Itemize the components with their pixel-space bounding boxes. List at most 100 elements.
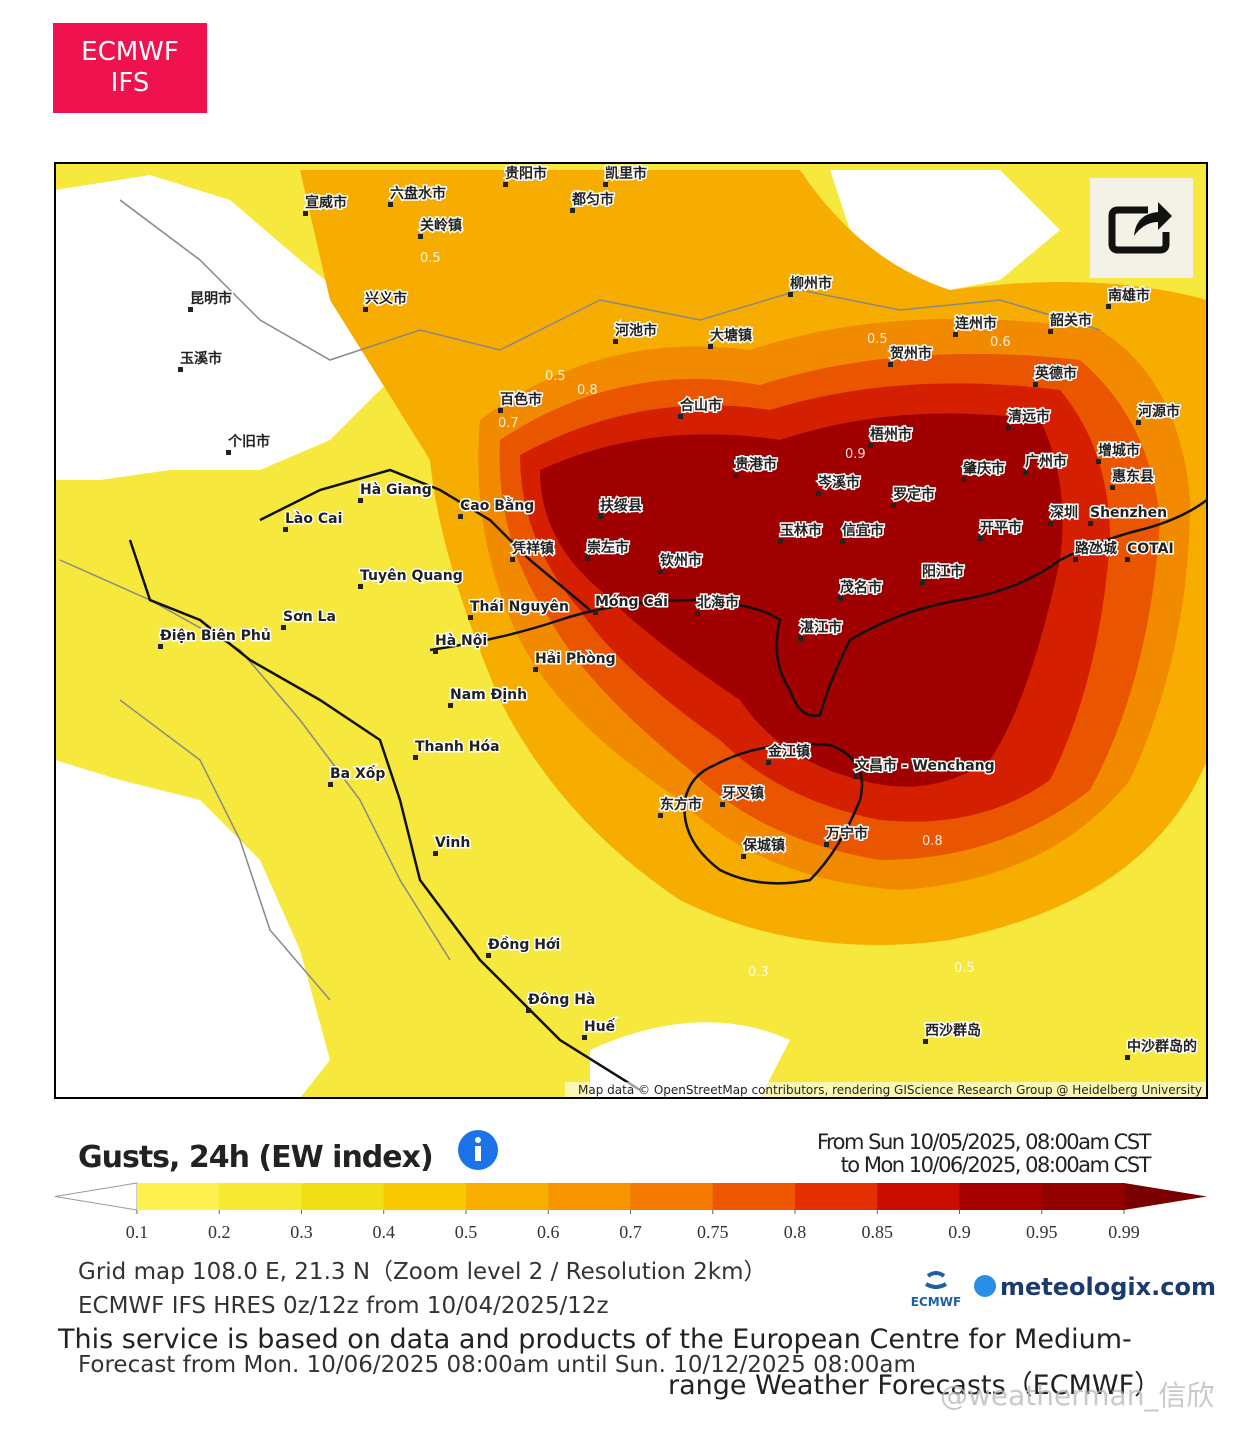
place-marker — [281, 625, 286, 630]
place-label: 昆明市 — [190, 290, 232, 307]
share-button[interactable] — [1090, 178, 1193, 278]
place-label: 百色市 — [500, 391, 542, 408]
colorbar-segment — [466, 1183, 549, 1210]
colorbar-tick-label: 0.75 — [697, 1222, 729, 1242]
info-icon-dot[interactable] — [475, 1137, 481, 1143]
place-marker — [824, 842, 829, 847]
colorbar-segment — [959, 1183, 1043, 1210]
place-label: Nam Định — [450, 687, 527, 703]
place-label: 岑溪市 — [818, 474, 860, 491]
share-button-bg[interactable] — [1090, 178, 1193, 278]
place-marker — [526, 1008, 531, 1013]
place-label: Hà Giang — [360, 482, 432, 498]
place-marker — [1110, 485, 1115, 490]
no-gust-area — [590, 1022, 790, 1098]
attribution-bg — [565, 1082, 1207, 1098]
place-marker — [433, 649, 438, 654]
place-marker — [468, 615, 473, 620]
info-button[interactable] — [458, 1130, 498, 1170]
place-label: 贺州市 — [889, 345, 932, 362]
place-marker — [658, 813, 663, 818]
place-label: 合山市 — [680, 397, 722, 414]
place-label: 宣威市 — [305, 194, 347, 211]
place-label: Điện Biên Phủ — [160, 628, 271, 644]
place-label: Tuyên Quang — [360, 568, 463, 584]
place-label: Đồng Hới — [488, 936, 560, 953]
place-marker — [283, 527, 288, 532]
place-marker — [788, 292, 793, 297]
place-marker — [798, 636, 803, 641]
place-label: 河池市 — [615, 322, 657, 339]
place-marker — [953, 332, 958, 337]
place-label: 广州市 — [1025, 453, 1067, 470]
place-label: Huế — [584, 1018, 616, 1035]
ecmwf-logo: ECMWF — [911, 1295, 961, 1309]
place-marker — [840, 539, 845, 544]
place-marker — [593, 610, 598, 615]
no-gust-area — [55, 175, 390, 480]
badge-line: IFS — [111, 68, 150, 98]
place-marker — [358, 584, 363, 589]
place-marker — [695, 611, 700, 616]
contour-label: 0.6 — [990, 335, 1011, 350]
map-frame — [54, 162, 1208, 1099]
place-marker — [598, 514, 603, 519]
place-marker — [498, 408, 503, 413]
place-marker — [585, 556, 590, 561]
badge — [53, 23, 207, 113]
place-label: Đông Hà — [528, 992, 595, 1008]
colorbar-tick-label: 0.4 — [373, 1222, 396, 1242]
place-label: Sơn La — [283, 609, 336, 625]
place-label: Thanh Hóa — [415, 739, 500, 755]
colorbar-tick-label: 0.2 — [208, 1222, 231, 1242]
place-marker — [816, 491, 821, 496]
info-icon-bar[interactable] — [475, 1146, 481, 1161]
colorbar-segment — [712, 1183, 796, 1210]
place-label: Thái Nguyên — [470, 599, 569, 615]
place-marker — [1048, 329, 1053, 334]
place-label: COTAI — [1127, 541, 1174, 557]
place-marker — [418, 234, 423, 239]
place-marker — [582, 1035, 587, 1040]
place-label: Móng Cái — [595, 594, 668, 610]
place-label: 扶绥县 — [600, 497, 642, 514]
place-label: 湛江市 — [800, 619, 842, 636]
place-marker — [920, 580, 925, 585]
place-label: 凯里市 — [605, 165, 647, 182]
place-label: 柳州市 — [790, 275, 832, 292]
contour-label: 0.3 — [748, 965, 769, 980]
share-icon[interactable] — [1108, 206, 1170, 254]
place-label: Ba Xốp — [330, 765, 385, 782]
place-label: 凭祥镇 — [511, 540, 554, 557]
place-marker — [1136, 420, 1141, 425]
ecmwf-icon — [924, 1271, 948, 1289]
place-marker — [1073, 557, 1078, 562]
place-label: 阳江市 — [922, 563, 964, 580]
place-label: 钦州市 — [660, 552, 702, 569]
model-info: ECMWF IFS HRES 0z/12z from 10/04/2025/12… — [78, 1293, 609, 1319]
place-marker — [188, 307, 193, 312]
place-label: 贵港市 — [735, 456, 777, 473]
place-label: Shenzhen — [1090, 505, 1167, 521]
place-marker — [603, 182, 608, 187]
contour-label: 0.5 — [867, 332, 888, 347]
place-marker — [158, 644, 163, 649]
place-marker — [486, 953, 491, 958]
place-label: 北海市 — [697, 594, 739, 611]
place-label: 金江镇 — [767, 743, 810, 760]
place-marker — [1125, 1055, 1130, 1060]
place-marker — [923, 1039, 928, 1044]
place-label: 梧州市 — [870, 426, 912, 443]
share-icon[interactable] — [1134, 202, 1172, 236]
place-label: 惠东县 — [1112, 468, 1154, 485]
place-marker — [1033, 382, 1038, 387]
place-label: 河源市 — [1138, 403, 1180, 420]
colorbar-tick-label: 0.6 — [537, 1222, 560, 1242]
colorbar-tick-label: 0.8 — [784, 1222, 807, 1242]
place-label: Hà Nội — [435, 633, 487, 649]
place-marker — [720, 802, 725, 807]
place-label: 保城镇 — [742, 837, 785, 854]
place-label: 文昌市 - Wenchang — [855, 757, 995, 774]
place-label: 个旧市 — [227, 433, 270, 450]
